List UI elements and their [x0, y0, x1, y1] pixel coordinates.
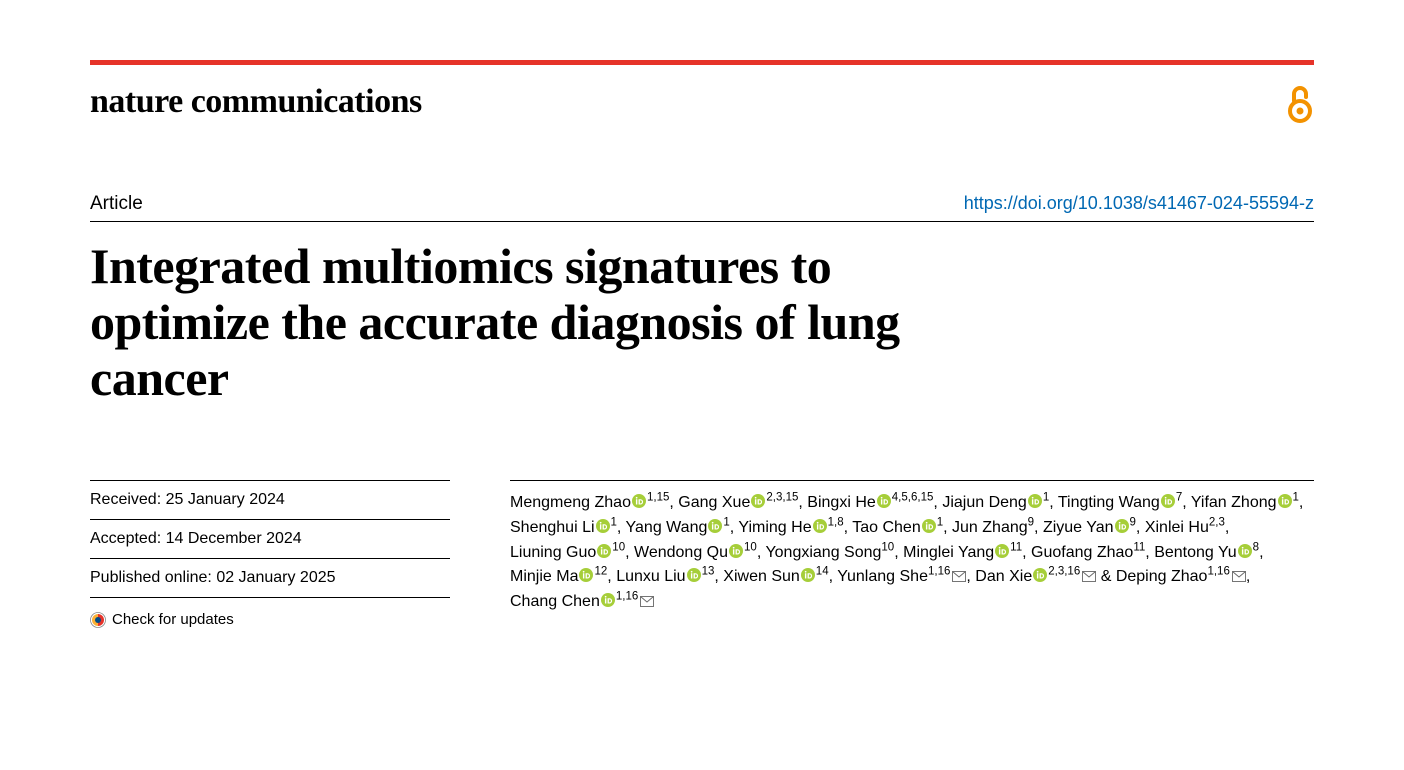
author: Yongxiang Song10, — [765, 544, 898, 561]
author: Jiajun Deng1, — [942, 494, 1053, 511]
authors-list: Mengmeng Zhao1,15, Gang Xue2,3,15, Bingx… — [510, 480, 1314, 628]
author: Chang Chen1,16 — [510, 593, 654, 610]
author: Xiwen Sun14, — [723, 568, 833, 585]
header-row: nature communications — [90, 83, 1314, 123]
author: Mengmeng Zhao1,15, — [510, 494, 674, 511]
orcid-icon — [1278, 494, 1292, 508]
orcid-icon — [597, 544, 611, 558]
open-access-icon — [1286, 83, 1314, 123]
orcid-icon — [1033, 568, 1047, 582]
author: Jun Zhang9, — [952, 519, 1038, 536]
orcid-icon — [813, 519, 827, 533]
dates-column: Received: 25 January 2024 Accepted: 14 D… — [90, 480, 450, 628]
orcid-icon — [632, 494, 646, 508]
author: Bentong Yu8, — [1154, 544, 1263, 561]
orcid-icon — [1028, 494, 1042, 508]
author: Tingting Wang7, — [1058, 494, 1187, 511]
article-label-row: Article https://doi.org/10.1038/s41467-0… — [90, 193, 1314, 222]
orcid-icon — [687, 568, 701, 582]
author: Yunlang She1,16, — [837, 568, 971, 585]
author: Bingxi He4,5,6,15, — [807, 494, 938, 511]
author: Minjie Ma12, — [510, 568, 612, 585]
author: Xinlei Hu2,3, — [1145, 519, 1230, 536]
author: Wendong Qu10, — [634, 544, 761, 561]
article-type-label: Article — [90, 193, 143, 215]
orcid-icon — [1115, 519, 1129, 533]
author: Lunxu Liu13, — [616, 568, 719, 585]
mail-icon — [1082, 571, 1096, 582]
author: Minglei Yang11, — [903, 544, 1026, 561]
author: Ziyue Yan9, — [1043, 519, 1140, 536]
author: Guofang Zhao11, — [1031, 544, 1150, 561]
author: Dan Xie2,3,16 — [975, 568, 1096, 585]
author: Liuning Guo10, — [510, 544, 630, 561]
received-date: Received: 25 January 2024 — [90, 480, 450, 520]
meta-section: Received: 25 January 2024 Accepted: 14 D… — [90, 480, 1314, 628]
orcid-icon — [596, 519, 610, 533]
top-red-bar — [90, 60, 1314, 65]
author: Yifan Zhong1, — [1191, 494, 1304, 511]
orcid-icon — [1161, 494, 1175, 508]
mail-icon — [640, 596, 654, 607]
crossmark-icon — [90, 612, 106, 628]
accepted-date: Accepted: 14 December 2024 — [90, 519, 450, 559]
orcid-icon — [801, 568, 815, 582]
author: Tao Chen1, — [852, 519, 947, 536]
mail-icon — [952, 571, 966, 582]
article-title: Integrated multiomics signatures to opti… — [90, 238, 990, 406]
orcid-icon — [1238, 544, 1252, 558]
doi-link[interactable]: https://doi.org/10.1038/s41467-024-55594… — [964, 193, 1314, 214]
author: Shenghui Li1, — [510, 519, 621, 536]
orcid-icon — [708, 519, 722, 533]
orcid-icon — [751, 494, 765, 508]
orcid-icon — [877, 494, 891, 508]
mail-icon — [1232, 571, 1246, 582]
journal-name: nature communications — [90, 83, 422, 121]
check-for-updates[interactable]: Check for updates — [90, 611, 450, 628]
orcid-icon — [729, 544, 743, 558]
published-date: Published online: 02 January 2025 — [90, 558, 450, 598]
author: Yiming He1,8, — [738, 519, 848, 536]
orcid-icon — [579, 568, 593, 582]
orcid-icon — [601, 593, 615, 607]
author: & Deping Zhao1,16, — [1101, 568, 1251, 585]
orcid-icon — [995, 544, 1009, 558]
author: Gang Xue2,3,15, — [678, 494, 803, 511]
check-for-updates-label: Check for updates — [112, 611, 234, 628]
orcid-icon — [922, 519, 936, 533]
author: Yang Wang1, — [626, 519, 735, 536]
